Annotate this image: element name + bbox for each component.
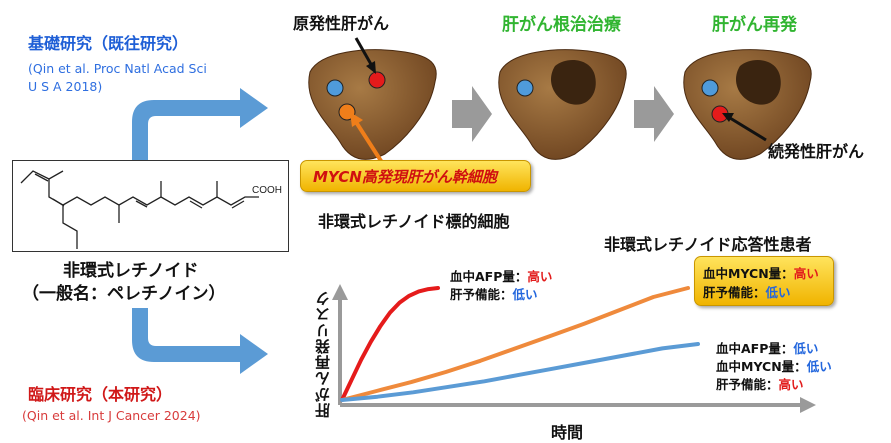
basic-research-title: 基礎研究（既往研究） xyxy=(28,34,189,53)
low-risk-line1-value: 低い xyxy=(793,341,819,356)
responder-title: 非環式レチノイド応答性患者 xyxy=(604,235,812,254)
low-risk-line1: 血中AFP量：低い xyxy=(716,338,818,357)
low-risk-line3-prefix: 肝予備能： xyxy=(716,377,779,392)
molecule-structure-box: COOH xyxy=(12,160,289,252)
blue-dot xyxy=(701,79,719,97)
basic-research-ref-line2: U S A 2018) xyxy=(28,79,103,94)
high-risk-line1: 血中AFP量：高い xyxy=(450,266,552,285)
high-risk-line1-value: 高い xyxy=(527,269,553,284)
high-risk-line2: 肝予備能：低い xyxy=(450,284,538,303)
series-line-1 xyxy=(340,286,440,402)
risk-chart xyxy=(332,284,816,413)
liver-curative xyxy=(498,49,627,160)
mid-line1-value: 高い xyxy=(793,266,819,281)
blue-dot xyxy=(326,79,344,97)
high-risk-line2-prefix: 肝予備能： xyxy=(450,287,513,302)
liver-recurrence xyxy=(683,49,812,160)
series-line-2 xyxy=(340,286,690,402)
mid-line1: 血中MYCN量：高い xyxy=(703,263,819,282)
low-risk-line1-prefix: 血中AFP量： xyxy=(716,341,794,356)
y-axis-arrowhead xyxy=(332,284,348,300)
grey-arrow-2 xyxy=(634,86,674,142)
drug-name: 非環式レチノイド xyxy=(63,261,199,281)
mid-line2: 肝予備能：低い xyxy=(703,282,791,301)
drug-generic-name: （一般名：ペレチノイン） xyxy=(22,284,226,304)
low-risk-line3-value: 高い xyxy=(778,377,804,392)
mid-line2-value: 低い xyxy=(765,285,791,300)
label-primary-cancer: 原発性肝がん xyxy=(293,14,390,33)
low-risk-line3: 肝予備能：高い xyxy=(716,374,804,393)
target-cell-caption: 非環式レチノイド標的細胞 xyxy=(318,212,510,231)
secondary-pointer-line xyxy=(729,116,767,142)
x-axis-arrowhead xyxy=(800,397,816,413)
red-dot xyxy=(368,71,386,89)
high-risk-line2-value: 低い xyxy=(512,287,538,302)
upper-blue-arrow xyxy=(132,88,268,160)
mycn-stem-cell-box: MYCN高発現肝がん幹細胞 xyxy=(300,160,531,192)
basic-research-ref-line1: (Qin et al. Proc Natl Acad Sci xyxy=(28,61,207,76)
mid-line1-prefix: 血中MYCN量： xyxy=(703,266,794,281)
grey-arrow-1 xyxy=(452,86,492,142)
responder-box: 血中MYCN量：高い 肝予備能：低い xyxy=(694,256,834,306)
low-risk-line2-prefix: 血中MYCN量： xyxy=(716,359,807,374)
low-risk-line2-value: 低い xyxy=(806,359,832,374)
label-curative-treatment: 肝がん根治治療 xyxy=(502,15,621,35)
lower-blue-arrow xyxy=(132,308,268,374)
peretinoin-structure: COOH xyxy=(20,170,282,249)
mid-line2-prefix: 肝予備能： xyxy=(703,285,766,300)
label-recurrence: 肝がん再発 xyxy=(712,15,797,35)
cooh-label: COOH xyxy=(252,185,282,196)
blue-dot xyxy=(516,79,534,97)
series-line-3 xyxy=(340,342,700,402)
chart-x-axis-label: 時間 xyxy=(551,423,584,442)
label-secondary-cancer: 続発性肝がん xyxy=(768,142,865,161)
mycn-stem-cell-label: MYCN高発現肝がん幹細胞 xyxy=(313,168,497,186)
clinical-research-title: 臨床研究（本研究） xyxy=(28,385,173,404)
liver-primary xyxy=(308,49,437,160)
orange-pointer-line xyxy=(354,120,385,166)
resection-area xyxy=(550,60,596,105)
clinical-research-ref: (Qin et al. Int J Cancer 2024) xyxy=(22,408,201,423)
high-risk-line1-prefix: 血中AFP量： xyxy=(450,269,528,284)
low-risk-line2: 血中MYCN量：低い xyxy=(716,356,832,375)
primary-pointer-line xyxy=(354,37,374,67)
